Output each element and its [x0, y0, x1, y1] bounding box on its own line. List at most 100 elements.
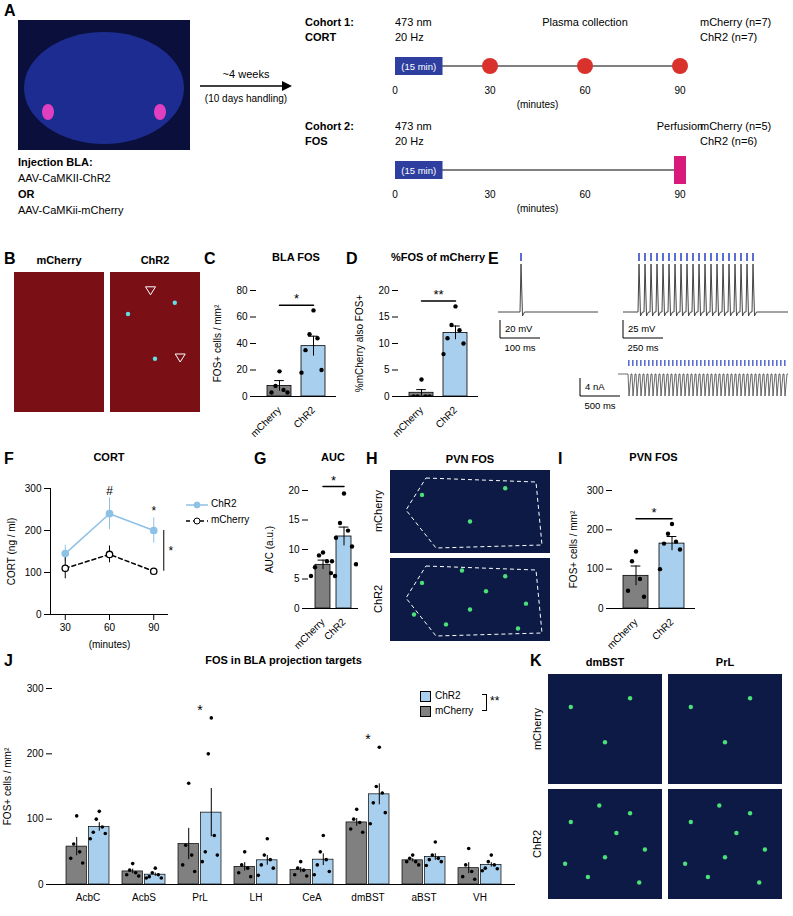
svg-text:%mCherry also FOS+: %mCherry also FOS+: [354, 295, 365, 393]
svg-text:20: 20: [288, 485, 300, 496]
svg-text:AAV-CaMKii-mCherry: AAV-CaMKii-mCherry: [18, 204, 124, 216]
svg-text:Cohort 1:: Cohort 1:: [305, 16, 354, 28]
svg-text:FOS: FOS: [305, 135, 328, 147]
svg-text:ChR2: ChR2: [322, 616, 348, 642]
svg-text:ChR2 (n=7): ChR2 (n=7): [700, 31, 757, 43]
svg-text:100: 100: [27, 813, 44, 824]
svg-text:500 ms: 500 ms: [584, 400, 615, 411]
svg-text:AcbC: AcbC: [76, 892, 100, 903]
svg-text:mCherry: mCherry: [36, 254, 82, 266]
svg-text:ChR2 (n=6): ChR2 (n=6): [700, 135, 757, 147]
svg-text:ChR2: ChR2: [531, 830, 543, 858]
svg-text:90: 90: [674, 85, 686, 96]
svg-text:Cohort 2:: Cohort 2:: [305, 120, 354, 132]
svg-text:20: 20: [378, 285, 390, 296]
svg-text:mCherry: mCherry: [372, 489, 384, 532]
svg-text:ChR2: ChR2: [650, 616, 676, 642]
svg-text:FOS+ cells / mm²: FOS+ cells / mm²: [2, 747, 13, 825]
svg-text:200: 200: [25, 525, 42, 536]
svg-text:ChR2: ChR2: [141, 254, 170, 266]
svg-text:473 nm: 473 nm: [395, 16, 432, 28]
svg-text:Plasma collection: Plasma collection: [542, 16, 628, 28]
svg-text:5: 5: [294, 573, 300, 584]
svg-text:20: 20: [236, 364, 248, 375]
svg-text:0: 0: [392, 189, 398, 200]
svg-text:5: 5: [384, 364, 390, 375]
svg-text:80: 80: [236, 285, 248, 296]
svg-text:0: 0: [598, 603, 604, 614]
svg-text:60: 60: [104, 622, 116, 633]
svg-text:100: 100: [587, 563, 604, 574]
svg-text:60: 60: [579, 85, 591, 96]
svg-text:25 mV: 25 mV: [628, 323, 656, 334]
svg-text:15: 15: [378, 311, 390, 322]
svg-text:mCherry: mCherry: [248, 404, 283, 439]
svg-text:30: 30: [60, 622, 72, 633]
svg-text:10: 10: [288, 544, 300, 555]
svg-text:AUC (a.u.): AUC (a.u.): [264, 526, 275, 573]
svg-text:300: 300: [27, 683, 44, 694]
svg-text:mCherry (n=5): mCherry (n=5): [700, 120, 771, 132]
svg-text:473 nm: 473 nm: [395, 120, 432, 132]
svg-text:300: 300: [25, 483, 42, 494]
svg-text:250 ms: 250 ms: [627, 342, 658, 353]
svg-text:4 nA: 4 nA: [585, 381, 605, 392]
svg-text:30: 30: [484, 85, 496, 96]
svg-text:20 Hz: 20 Hz: [395, 31, 424, 43]
svg-text:CORT (ng / ml): CORT (ng / ml): [6, 518, 17, 585]
svg-text:0: 0: [38, 879, 44, 890]
svg-text:0: 0: [242, 391, 248, 402]
svg-text:0: 0: [36, 609, 42, 620]
svg-text:0: 0: [384, 391, 390, 402]
svg-text:LH: LH: [250, 892, 263, 903]
svg-text:15: 15: [288, 514, 300, 525]
svg-text:ChR2: ChR2: [372, 585, 384, 613]
svg-text:200: 200: [27, 748, 44, 759]
svg-text:10: 10: [378, 338, 390, 349]
svg-text:AcbS: AcbS: [132, 892, 156, 903]
svg-text:PrL: PrL: [192, 892, 208, 903]
svg-text:90: 90: [674, 189, 686, 200]
svg-text:*: *: [365, 731, 371, 747]
svg-text:#: #: [106, 484, 113, 498]
svg-text:aBST: aBST: [411, 892, 436, 903]
svg-text:(15 min): (15 min): [401, 165, 436, 176]
svg-text:~4 weeks: ~4 weeks: [223, 68, 270, 80]
svg-text:*: *: [651, 505, 656, 520]
svg-text:*: *: [197, 702, 203, 718]
svg-text:PrL: PrL: [716, 656, 735, 668]
svg-text:Perfusion: Perfusion: [657, 120, 703, 132]
svg-text:VH: VH: [473, 892, 487, 903]
svg-text:(15 min): (15 min): [401, 61, 436, 72]
svg-text:100: 100: [25, 567, 42, 578]
svg-text:40: 40: [236, 338, 248, 349]
svg-text:60: 60: [236, 311, 248, 322]
svg-text:mCherry (n=7): mCherry (n=7): [700, 16, 771, 28]
svg-text:(minutes): (minutes): [89, 639, 131, 650]
svg-text:dmBST: dmBST: [351, 892, 384, 903]
svg-text:FOS+ cells / mm²: FOS+ cells / mm²: [568, 510, 579, 588]
svg-text:*: *: [331, 473, 336, 488]
svg-text:300: 300: [587, 485, 604, 496]
svg-text:30: 30: [484, 189, 496, 200]
svg-text:ChR2: ChR2: [291, 404, 317, 430]
svg-text:CeA: CeA: [302, 892, 322, 903]
svg-text:0: 0: [392, 85, 398, 96]
svg-text:dmBST: dmBST: [586, 656, 625, 668]
svg-text:AAV-CaMKII-ChR2: AAV-CaMKII-ChR2: [18, 172, 111, 184]
svg-text:FOS+ cells / mm²: FOS+ cells / mm²: [212, 304, 223, 382]
svg-text:0: 0: [294, 603, 300, 614]
svg-text:**: **: [433, 287, 443, 302]
svg-text:PVN FOS: PVN FOS: [446, 453, 494, 465]
svg-text:OR: OR: [18, 188, 35, 200]
svg-text:(minutes): (minutes): [517, 203, 559, 214]
svg-text:100 ms: 100 ms: [504, 342, 535, 353]
svg-text:60: 60: [579, 189, 591, 200]
svg-text:mCherry: mCherry: [605, 616, 640, 651]
svg-text:*: *: [294, 291, 299, 306]
svg-text:CORT: CORT: [305, 31, 336, 43]
svg-text:Injection BLA:: Injection BLA:: [18, 156, 93, 168]
svg-text:(10 days handling): (10 days handling): [205, 93, 287, 104]
svg-text:ChR2: ChR2: [433, 404, 459, 430]
svg-text:20 Hz: 20 Hz: [395, 135, 424, 147]
